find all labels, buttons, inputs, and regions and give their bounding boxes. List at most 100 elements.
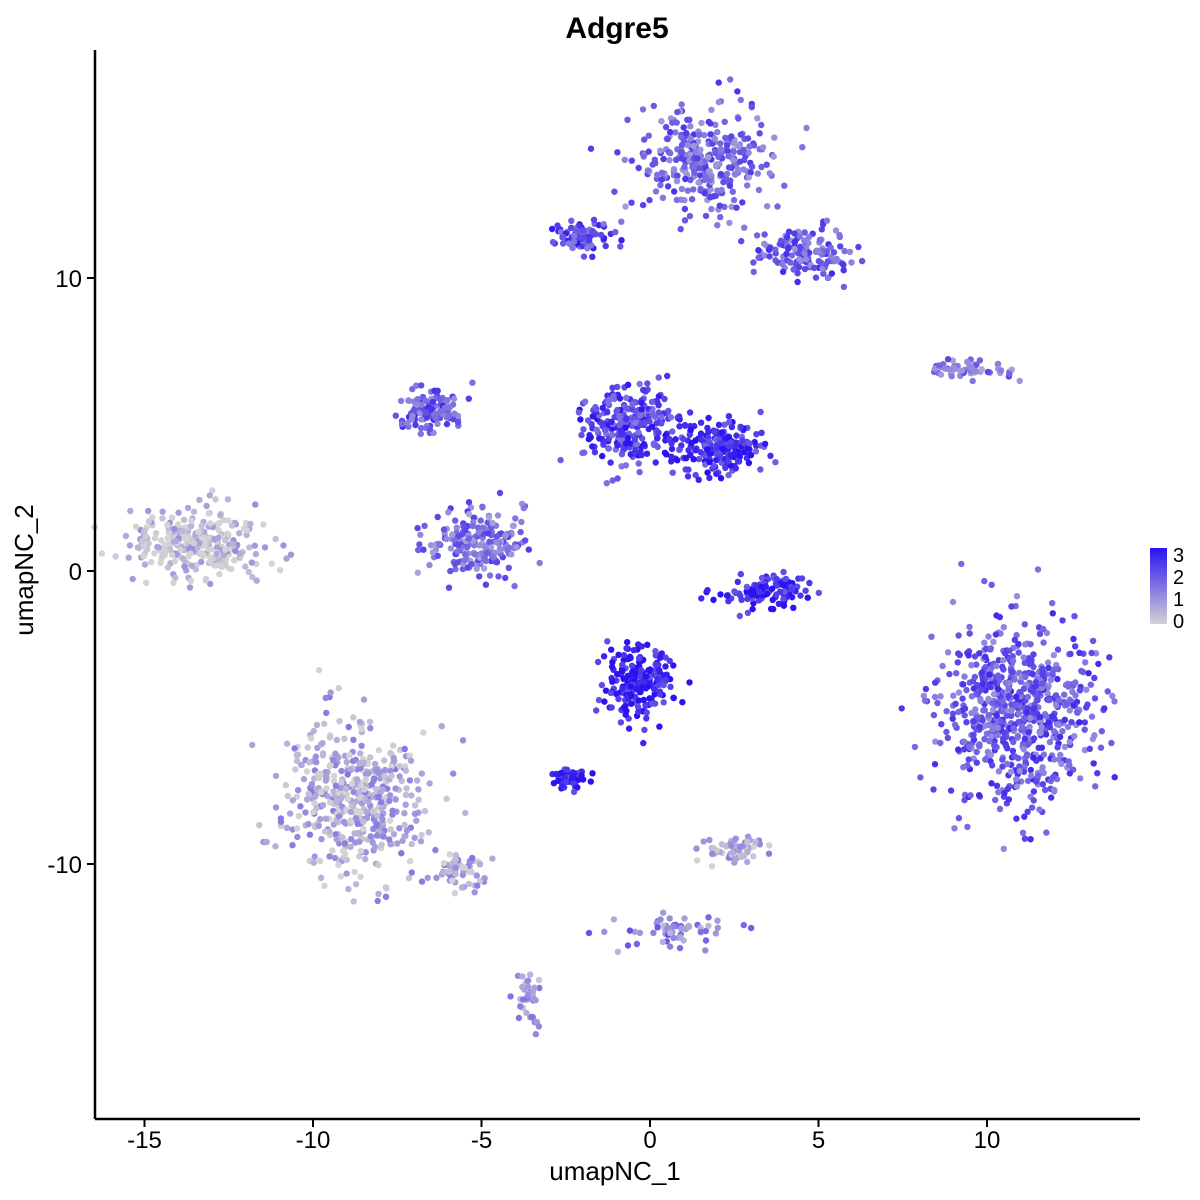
- cell-point: [330, 788, 337, 795]
- cell-point: [293, 751, 300, 759]
- cell-point: [372, 785, 379, 793]
- cell-point: [375, 747, 382, 754]
- cell-point: [568, 217, 575, 224]
- cell-point: [170, 525, 178, 532]
- cell-point: [1005, 693, 1012, 700]
- cell-point: [417, 430, 424, 438]
- cell-point: [357, 808, 364, 816]
- cell-point: [717, 140, 724, 147]
- cell-point: [631, 671, 639, 678]
- cell-point: [705, 428, 712, 435]
- cell-point: [995, 768, 1003, 775]
- cell-point: [716, 202, 723, 209]
- cell-point: [1027, 641, 1034, 648]
- cell-point: [702, 212, 710, 220]
- cell-point: [811, 264, 818, 271]
- cell-point: [358, 781, 365, 789]
- cluster-c18: [585, 909, 755, 955]
- cell-point: [987, 751, 995, 759]
- cell-point: [678, 185, 686, 193]
- cell-point: [169, 551, 176, 559]
- cell-point: [1013, 783, 1021, 790]
- cell-point: [350, 714, 357, 721]
- x-ticks: -15 -10 -5 0 5 10: [127, 1119, 1000, 1154]
- cell-point: [164, 564, 172, 571]
- cell-point: [833, 255, 840, 263]
- cell-point: [602, 242, 609, 250]
- cell-point: [216, 570, 223, 578]
- cell-point: [684, 141, 692, 149]
- cell-point: [263, 838, 270, 846]
- cluster-c5: [392, 379, 476, 438]
- cell-point: [229, 540, 236, 547]
- cell-point: [1091, 732, 1098, 739]
- cell-point: [535, 1023, 543, 1030]
- cell-point: [479, 524, 487, 531]
- cell-point: [747, 169, 754, 176]
- cell-point: [651, 156, 658, 163]
- cell-point: [985, 695, 992, 703]
- cell-point: [692, 160, 699, 167]
- cell-point: [608, 663, 616, 670]
- cell-point: [750, 259, 757, 266]
- cell-point: [656, 723, 663, 730]
- cell-point: [593, 406, 600, 413]
- cell-point: [949, 710, 957, 717]
- cell-point: [465, 395, 472, 402]
- cell-point: [512, 515, 519, 522]
- cell-point: [432, 846, 439, 854]
- cell-point: [721, 118, 728, 126]
- cell-point: [970, 367, 978, 374]
- cell-point: [657, 654, 664, 661]
- cell-point: [733, 204, 740, 211]
- cell-point: [530, 995, 537, 1003]
- cell-point: [723, 592, 731, 599]
- cell-point: [356, 718, 364, 726]
- cell-point: [664, 183, 672, 190]
- cell-point: [337, 873, 344, 880]
- cell-point: [744, 858, 751, 866]
- cell-point: [571, 770, 578, 777]
- cell-point: [797, 243, 804, 250]
- cell-point: [632, 419, 639, 426]
- x-axis-label: umapNC_1: [549, 1156, 681, 1186]
- cell-point: [616, 421, 623, 429]
- cell-point: [1030, 705, 1037, 712]
- cell-point: [321, 720, 328, 727]
- cell-point: [725, 164, 733, 171]
- cell-point: [362, 855, 369, 863]
- cell-point: [1078, 667, 1085, 675]
- cell-point: [532, 1031, 539, 1038]
- cell-point: [519, 983, 526, 991]
- cell-point: [343, 785, 350, 792]
- cell-point: [198, 558, 205, 566]
- cell-point: [679, 699, 686, 706]
- cell-point: [728, 842, 735, 849]
- cell-point: [358, 725, 365, 733]
- cell-point: [609, 659, 616, 666]
- cell-point: [300, 775, 308, 783]
- legend-label: 3: [1173, 545, 1184, 567]
- cell-point: [660, 155, 667, 163]
- cell-point: [675, 413, 683, 420]
- cell-point: [441, 404, 449, 412]
- cell-point: [992, 631, 1000, 638]
- cell-point: [737, 96, 744, 104]
- cell-point: [535, 976, 543, 984]
- cell-point: [1042, 731, 1050, 738]
- cell-point: [589, 770, 596, 777]
- cell-point: [965, 756, 972, 763]
- cell-point: [1051, 756, 1058, 763]
- cell-point: [921, 697, 929, 704]
- cell-point: [187, 522, 195, 530]
- cell-point: [1030, 788, 1038, 795]
- cell-point: [283, 824, 291, 831]
- cell-point: [751, 438, 758, 446]
- cell-point: [702, 937, 710, 944]
- cell-point: [772, 459, 779, 466]
- cell-point: [1056, 733, 1064, 741]
- cell-point: [997, 718, 1005, 725]
- cell-point: [418, 382, 425, 389]
- cell-point: [280, 542, 287, 549]
- cell-point: [375, 861, 382, 869]
